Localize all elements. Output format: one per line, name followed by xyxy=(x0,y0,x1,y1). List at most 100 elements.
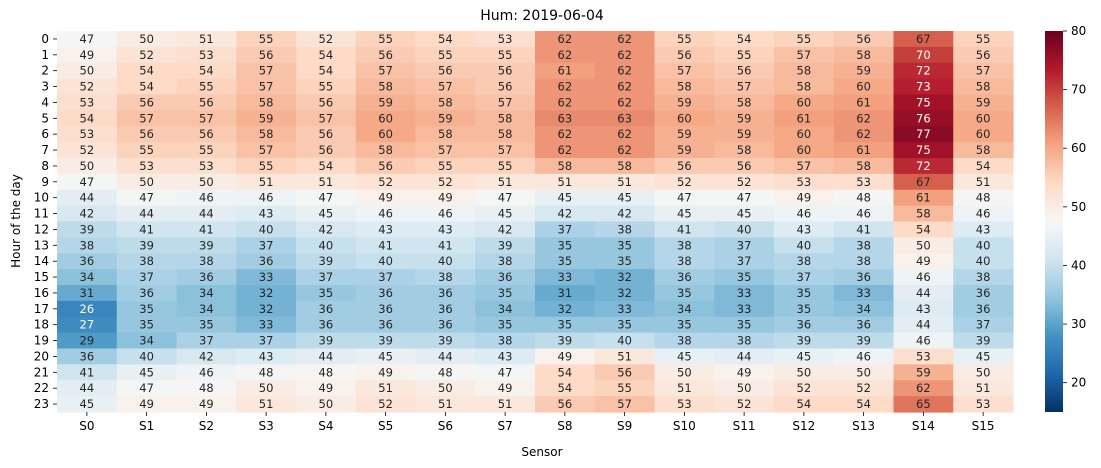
cell-value-label: 53 xyxy=(498,32,513,46)
y-tick-label: 0 xyxy=(41,32,49,46)
cell-value-label: 54 xyxy=(139,80,154,94)
heatmap-cell xyxy=(654,31,715,48)
cell-value-label: 62 xyxy=(558,80,573,94)
heatmap-cell xyxy=(355,78,417,96)
cell-value-label: 59 xyxy=(677,127,692,141)
heatmap-cell xyxy=(594,78,656,96)
cell-value-label: 52 xyxy=(80,80,95,94)
cell-value-label: 59 xyxy=(438,111,453,125)
cell-value-label: 37 xyxy=(797,270,812,284)
heatmap-cell xyxy=(57,364,118,381)
cell-value-label: 67 xyxy=(916,32,931,46)
heatmap-cell xyxy=(475,348,536,365)
cell-value-label: 54 xyxy=(856,397,871,411)
cell-value-label: 57 xyxy=(797,48,812,62)
cell-value-label: 46 xyxy=(438,207,453,221)
y-tick-label: 23 xyxy=(34,397,49,411)
heatmap-cell xyxy=(475,300,536,318)
heatmap-cell xyxy=(594,380,656,397)
cell-value-label: 61 xyxy=(856,143,871,157)
heatmap-cell xyxy=(475,269,536,286)
heatmap-cell xyxy=(236,31,297,48)
cell-value-label: 56 xyxy=(319,95,334,109)
heatmap-cell xyxy=(953,300,1014,318)
cell-value-label: 49 xyxy=(139,397,154,411)
heatmap-cell xyxy=(475,285,536,302)
heatmap-cell xyxy=(57,173,118,191)
cell-value-label: 62 xyxy=(856,127,871,141)
cell-value-label: 38 xyxy=(856,238,871,252)
cell-value-label: 50 xyxy=(737,381,752,395)
cell-value-label: 47 xyxy=(319,191,334,205)
heatmap-cell xyxy=(714,78,775,96)
heatmap-cell xyxy=(296,253,357,270)
cell-value-label: 56 xyxy=(976,48,991,62)
heatmap-cell xyxy=(535,396,596,413)
cell-value-label: 57 xyxy=(617,397,632,411)
cell-value-label: 42 xyxy=(319,222,334,236)
heatmap-cell xyxy=(953,285,1014,302)
heatmap-cell xyxy=(116,285,178,302)
cell-value-label: 32 xyxy=(259,302,274,316)
heatmap-cell xyxy=(176,300,237,318)
heatmap-cell xyxy=(893,396,954,413)
cell-value-label: 43 xyxy=(438,222,453,236)
heatmap-cell xyxy=(355,46,417,64)
cell-value-label: 45 xyxy=(976,349,991,363)
cell-value-label: 35 xyxy=(797,302,812,316)
heatmap-cell xyxy=(714,300,775,318)
cell-value-label: 52 xyxy=(677,175,692,189)
heatmap-cell xyxy=(415,269,476,286)
heatmap-cell xyxy=(475,62,536,80)
x-tick-label: S8 xyxy=(557,419,572,433)
heatmap-cell xyxy=(654,158,715,175)
cell-value-label: 58 xyxy=(856,48,871,62)
heatmap-cell xyxy=(833,31,895,48)
heatmap-cell xyxy=(654,253,715,270)
heatmap-cell xyxy=(116,300,178,318)
cell-value-label: 56 xyxy=(139,127,154,141)
heatmap-cell xyxy=(116,269,178,286)
heatmap-cell xyxy=(116,189,178,207)
heatmap-cell xyxy=(893,205,954,223)
heatmap-cell xyxy=(594,253,656,270)
cell-value-label: 54 xyxy=(319,48,334,62)
heatmap-cell xyxy=(355,189,417,207)
cell-value-label: 37 xyxy=(737,254,752,268)
x-tick-label: S12 xyxy=(792,419,815,433)
cell-value-label: 73 xyxy=(916,80,931,94)
heatmap-cell xyxy=(116,205,178,223)
cell-value-label: 60 xyxy=(797,95,812,109)
cell-value-label: 34 xyxy=(139,334,154,348)
cell-value-label: 62 xyxy=(617,95,632,109)
cell-value-label: 34 xyxy=(856,302,871,316)
heatmap-cell xyxy=(475,126,536,143)
heatmap-cell xyxy=(415,316,476,334)
heatmap-cell xyxy=(833,237,895,254)
cell-value-label: 58 xyxy=(976,80,991,94)
cell-value-label: 51 xyxy=(617,175,632,189)
cell-value-label: 46 xyxy=(856,349,871,363)
cell-value-label: 56 xyxy=(737,64,752,78)
cell-value-label: 57 xyxy=(797,159,812,173)
x-tick-label: S7 xyxy=(497,419,512,433)
heatmap-cell xyxy=(654,62,715,80)
heatmap-cell xyxy=(893,126,954,143)
cell-value-label: 29 xyxy=(80,334,95,348)
cell-value-label: 52 xyxy=(737,397,752,411)
x-tick-label: S3 xyxy=(258,419,273,433)
colorbar-tick-label: 80 xyxy=(1071,24,1086,38)
cell-value-label: 58 xyxy=(438,95,453,109)
heatmap-cell xyxy=(236,94,297,111)
heatmap-cell xyxy=(355,173,417,191)
heatmap-cell xyxy=(475,46,536,64)
x-tick-label: S13 xyxy=(852,419,875,433)
cell-value-label: 53 xyxy=(139,159,154,173)
heatmap-cell xyxy=(355,269,417,286)
heatmap-cell xyxy=(953,316,1014,334)
heatmap-cell xyxy=(714,189,775,207)
heatmap-cell xyxy=(57,46,118,64)
x-tick-label: S10 xyxy=(673,419,696,433)
heatmap-cell xyxy=(475,253,536,270)
